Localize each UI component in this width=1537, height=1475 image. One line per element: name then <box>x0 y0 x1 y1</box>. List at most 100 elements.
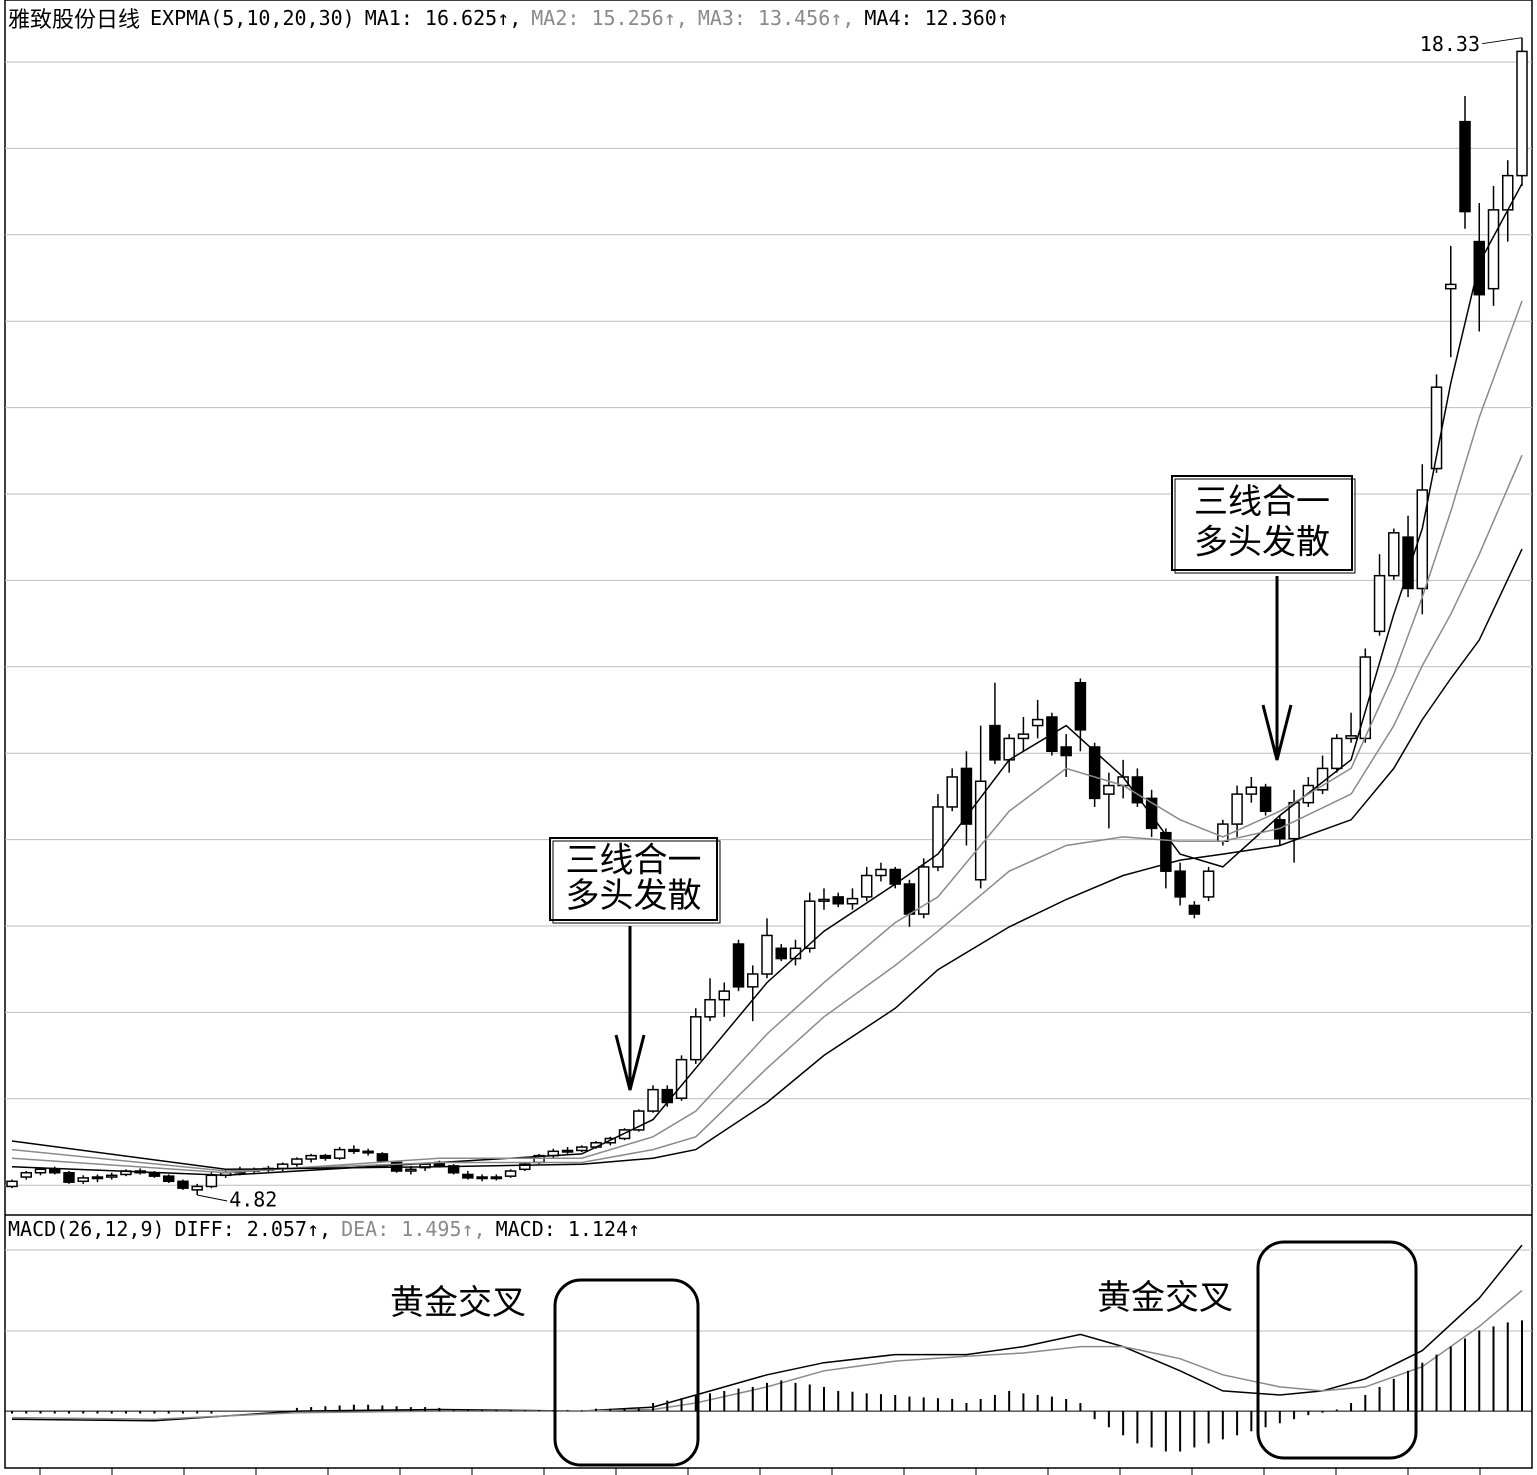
candle-body <box>1416 489 1429 590</box>
candle-body <box>1345 735 1357 740</box>
candle-body <box>34 1168 47 1174</box>
annotation-text: 三线合一 <box>1194 482 1330 522</box>
candle-body <box>1245 786 1258 795</box>
candle-body <box>77 1177 89 1183</box>
expma-line <box>11 454 1523 1172</box>
candle-body <box>974 780 987 881</box>
candle-body <box>1202 870 1215 898</box>
candle-body <box>690 1016 702 1061</box>
candle-body <box>1074 681 1087 731</box>
indicator-name: MACD(26,12,9) <box>8 1217 165 1241</box>
candle-body <box>1160 831 1172 872</box>
candle-body <box>291 1158 303 1165</box>
candle-body <box>946 776 958 808</box>
candle-body <box>1188 904 1201 915</box>
low-label: 4.82 <box>229 1188 277 1212</box>
candle-body <box>1259 786 1272 812</box>
candle-body <box>1131 776 1144 804</box>
candle-body <box>1388 532 1400 577</box>
candle-body <box>348 1148 360 1153</box>
low-pointer <box>197 1194 228 1202</box>
legend-entry: MA1: 16.625↑, <box>364 6 522 30</box>
candle-body <box>362 1150 374 1154</box>
candle-body <box>1174 870 1186 898</box>
candle-body <box>633 1110 645 1131</box>
highlight-box <box>1256 1240 1418 1460</box>
legend-entry: MA3: 13.456↑, <box>697 6 855 30</box>
candle-body <box>1060 746 1072 757</box>
candle-body <box>1231 793 1243 825</box>
candle-body <box>846 897 859 905</box>
frame <box>4 0 1533 1469</box>
candle-body <box>6 1180 18 1188</box>
candle-body <box>960 767 973 825</box>
candle-body <box>305 1154 317 1160</box>
legend-entry: MA4: 12.360↑ <box>864 6 1009 30</box>
candle-body <box>1459 120 1471 213</box>
candle-body <box>1331 737 1343 770</box>
candle-body <box>376 1153 389 1162</box>
high-pointer <box>1481 37 1523 45</box>
candle-body <box>162 1175 175 1183</box>
candle-body <box>1487 209 1500 290</box>
legend-entry: DIFF: 2.057↑, <box>174 1217 332 1241</box>
candle-body <box>1373 574 1386 633</box>
legend-entry: MACD: 1.124↑ <box>495 1217 641 1241</box>
expma-line <box>11 183 1523 1177</box>
candle-body <box>1445 283 1457 290</box>
candle-body <box>917 866 930 915</box>
candle-body <box>576 1146 588 1152</box>
annotation-box <box>549 837 718 921</box>
candle-body <box>1402 536 1414 590</box>
high-label: 18.33 <box>1420 32 1480 56</box>
candle-body <box>205 1174 218 1188</box>
candle-body <box>1217 823 1229 842</box>
annotation-arrowhead <box>614 1034 646 1091</box>
expma-line <box>11 548 1523 1171</box>
candle-body <box>405 1168 417 1172</box>
annotation-text: 黄金交叉 <box>1097 1278 1233 1318</box>
candle-body <box>276 1163 289 1170</box>
candle-body <box>1103 784 1115 795</box>
candle-body <box>63 1171 75 1183</box>
candle-body <box>1031 718 1044 727</box>
candle-body <box>504 1170 517 1177</box>
annotation-shadow <box>1174 478 1356 574</box>
candle-body <box>462 1173 474 1179</box>
candle-body <box>789 947 802 960</box>
annotation-text: 多头发散 <box>566 876 702 916</box>
candle-body <box>903 883 916 915</box>
candle-body <box>747 973 759 988</box>
legend-entry: MA2: 15.256↑, <box>531 6 688 30</box>
candle-body <box>860 874 873 898</box>
candle-body <box>1017 733 1030 740</box>
candle-body <box>105 1174 118 1178</box>
candle-body <box>618 1129 631 1140</box>
candle-body <box>333 1148 346 1159</box>
annotation-arrowhead <box>1261 704 1293 761</box>
candle-body <box>675 1058 688 1099</box>
candle-body <box>48 1168 61 1174</box>
candle-body <box>647 1088 659 1112</box>
candle-body <box>319 1154 332 1159</box>
candle-body <box>476 1176 488 1180</box>
legend-entry: DEA: 1.495↑, <box>341 1217 486 1241</box>
candle-body <box>1145 797 1158 830</box>
candle-body <box>761 934 773 975</box>
candle-body <box>1088 746 1101 800</box>
price-header: 雅致股份日线 EXPMA(5,10,20,30) MA1: 16.625↑, MA2:… <box>8 2 1009 34</box>
candle-body <box>775 947 787 960</box>
candle-body <box>490 1176 503 1180</box>
macd-header: MACD(26,12,9) DIFF: 2.057↑, DEA: 1.495↑, MA… <box>8 1217 640 1241</box>
candle-body <box>832 896 844 905</box>
annotation-shadow <box>552 840 721 924</box>
candle-body <box>1516 50 1528 177</box>
expma-line <box>11 300 1523 1174</box>
candle-body <box>875 868 887 877</box>
indicator-name: EXPMA(5,10,20,30) <box>150 6 355 30</box>
candle-body <box>661 1088 674 1104</box>
annotation-box <box>1171 475 1353 571</box>
candle-body <box>818 898 830 902</box>
annotation-text: 多头发散 <box>1194 523 1330 563</box>
